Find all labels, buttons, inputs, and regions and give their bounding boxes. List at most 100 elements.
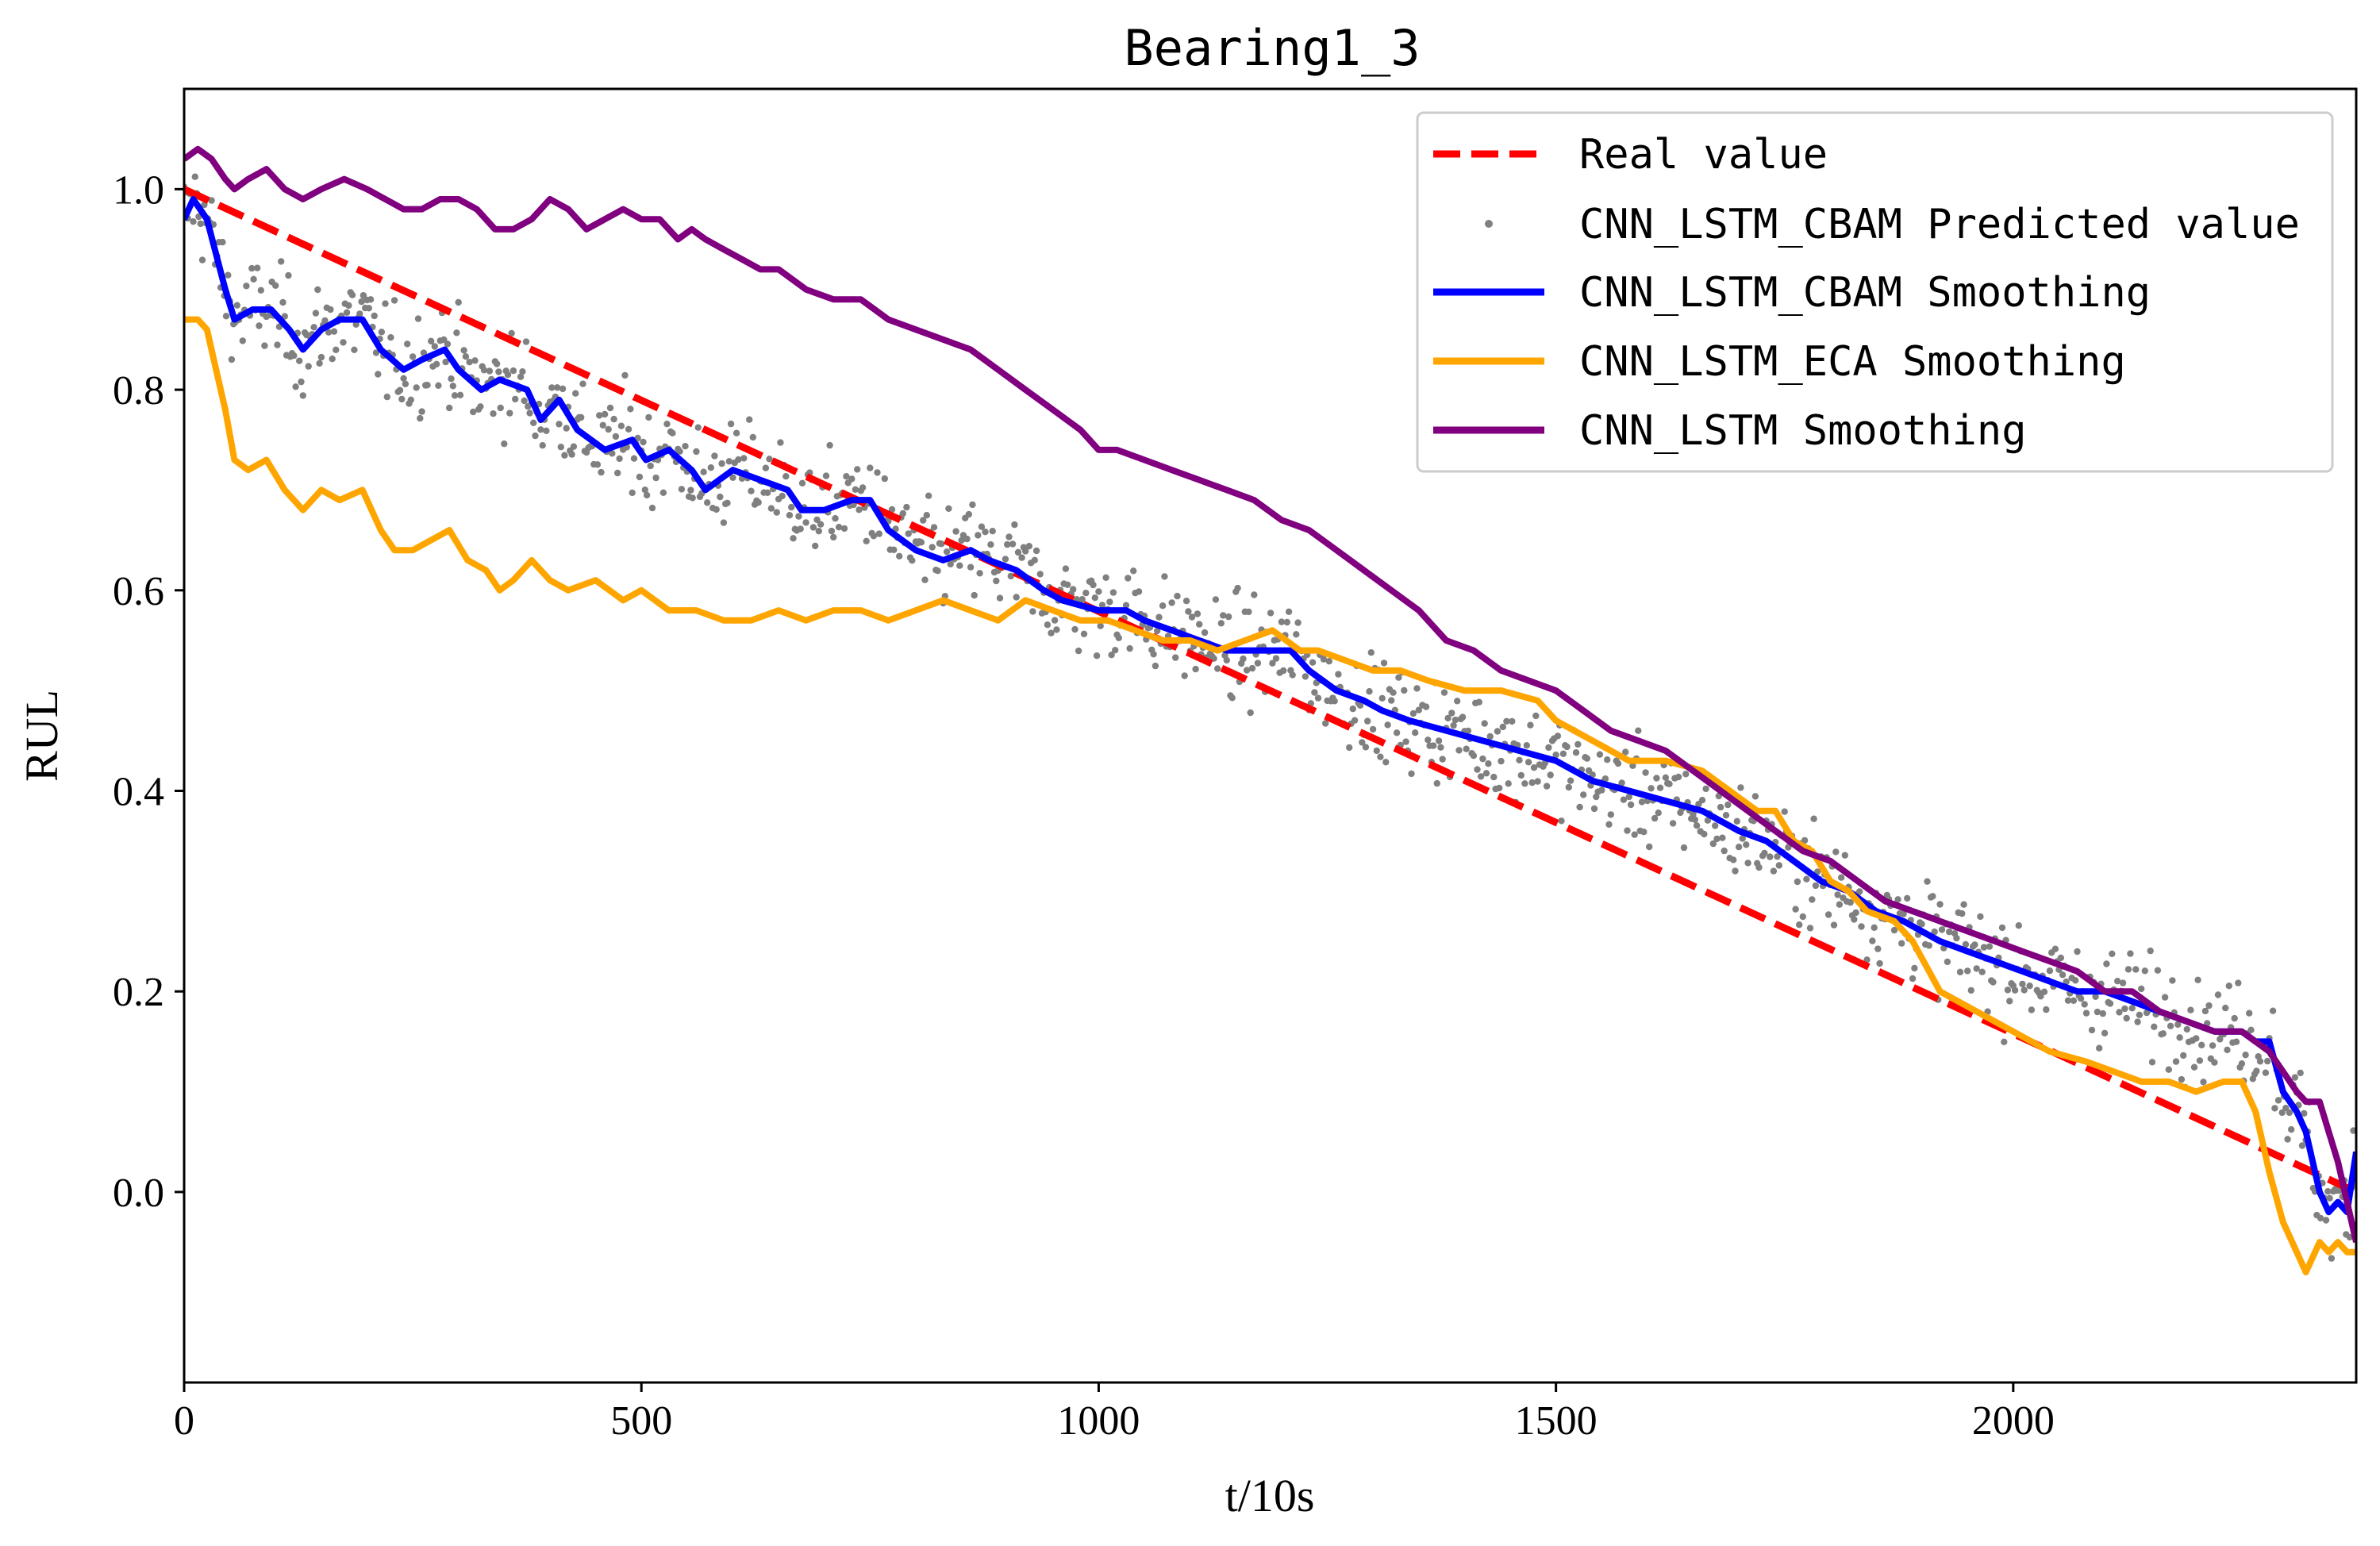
scatter-point (495, 368, 502, 375)
scatter-point (2028, 1006, 2036, 1013)
scatter-point (798, 479, 806, 486)
scatter-point (1011, 521, 1018, 529)
scatter-point (1627, 801, 1635, 809)
scatter-point (629, 489, 636, 497)
scatter-point (1662, 774, 1670, 781)
scatter-point (228, 356, 236, 363)
scatter-point (2159, 1030, 2167, 1037)
scatter-point (2242, 1052, 2249, 1059)
scatter-point (1516, 756, 1523, 763)
scatter-point (417, 414, 424, 422)
scatter-point (1080, 630, 1088, 637)
scatter-point (1097, 622, 1104, 629)
scatter-point (1640, 829, 1648, 836)
scatter-point (455, 298, 462, 306)
scatter-point (2099, 1010, 2106, 1017)
scatter-point (2074, 948, 2081, 956)
scatter-point (298, 378, 305, 386)
scatter-point (1380, 660, 1388, 667)
scatter-point (1624, 827, 1631, 834)
scatter-point (1690, 810, 1697, 818)
scatter-point (548, 384, 556, 391)
scatter-point (1847, 898, 1854, 906)
scatter-point (1422, 703, 1430, 710)
legend-box (1416, 111, 2334, 473)
scatter-point (2119, 979, 2127, 986)
scatter-point (1604, 756, 1611, 763)
scatter-point (1543, 783, 1551, 790)
scatter-point (1801, 836, 1809, 844)
scatter-point (2147, 947, 2154, 955)
legend-label-real-value: Real value (1579, 131, 1828, 179)
scatter-point (2040, 988, 2048, 995)
scatter-point (610, 415, 617, 423)
scatter-point (279, 298, 286, 306)
scatter-point (1567, 777, 1574, 784)
scatter-point (556, 421, 563, 428)
scatter-point (1990, 979, 1997, 986)
scatter-point (1770, 867, 1778, 875)
scatter-point (2201, 1007, 2209, 1015)
scatter-point (1325, 658, 1333, 665)
scatter-point (428, 337, 435, 344)
scatter-point (1929, 893, 1936, 900)
scatter-point (2256, 1058, 2264, 1065)
scatter-point (612, 433, 620, 440)
scatter-point (413, 384, 420, 391)
scatter-point (934, 567, 941, 575)
scatter-point (724, 499, 731, 506)
scatter-point (1378, 694, 1386, 702)
scatter-point (874, 469, 881, 476)
scatter-point (732, 429, 740, 436)
scatter-point (239, 337, 246, 344)
scatter-point (852, 486, 859, 493)
scatter-point (786, 512, 794, 519)
scatter-point (530, 419, 537, 426)
scatter-point (2183, 1025, 2190, 1033)
scatter-point (993, 577, 1000, 585)
scatter-point (854, 466, 861, 473)
scatter-point (2350, 1127, 2356, 1134)
scatter-point (312, 310, 320, 317)
scatter-point (1618, 779, 1625, 786)
scatter-point (1986, 943, 1994, 950)
scatter-point (1479, 755, 1486, 763)
scatter-point (1552, 752, 1559, 759)
scatter-point (634, 434, 641, 442)
scatter-point (1251, 591, 1258, 598)
scatter-point (1655, 809, 1662, 817)
scatter-point (348, 291, 356, 298)
scatter-point (1638, 798, 1646, 806)
scatter-point (1309, 659, 1317, 666)
scatter-point (1331, 698, 1338, 705)
scatter-point (219, 238, 226, 246)
scatter-point (1463, 745, 1470, 752)
scatter-point (1455, 747, 1463, 754)
scatter-point (2211, 1059, 2218, 1066)
scatter-point (1150, 651, 1157, 658)
scatter-point (718, 460, 725, 467)
scatter-point (453, 329, 460, 337)
scatter-point (2167, 1022, 2174, 1030)
scatter-point (601, 410, 609, 418)
scatter-point (659, 489, 667, 496)
scatter-point (2072, 977, 2079, 984)
scatter-point (508, 329, 515, 337)
scatter-point (2096, 1044, 2103, 1052)
scatter-point (2151, 1023, 2158, 1031)
scatter-point (641, 486, 648, 494)
scatter-point (2015, 922, 2022, 929)
scatter-point (1496, 784, 1503, 792)
scatter-point (749, 433, 756, 441)
y-axis: 0.0 0.2 0.4 0.6 0.8 1.0 (113, 167, 184, 1216)
scatter-point (1598, 786, 1605, 794)
scatter-point (669, 429, 676, 436)
scatter-point (477, 403, 484, 410)
scatter-point (414, 315, 422, 322)
scatter-point (1450, 721, 1457, 729)
scatter-point (1909, 975, 1917, 983)
scatter-point (1803, 875, 1810, 883)
scatter-point (1459, 713, 1467, 721)
scatter-point (225, 271, 232, 279)
scatter-point (1693, 822, 1701, 829)
